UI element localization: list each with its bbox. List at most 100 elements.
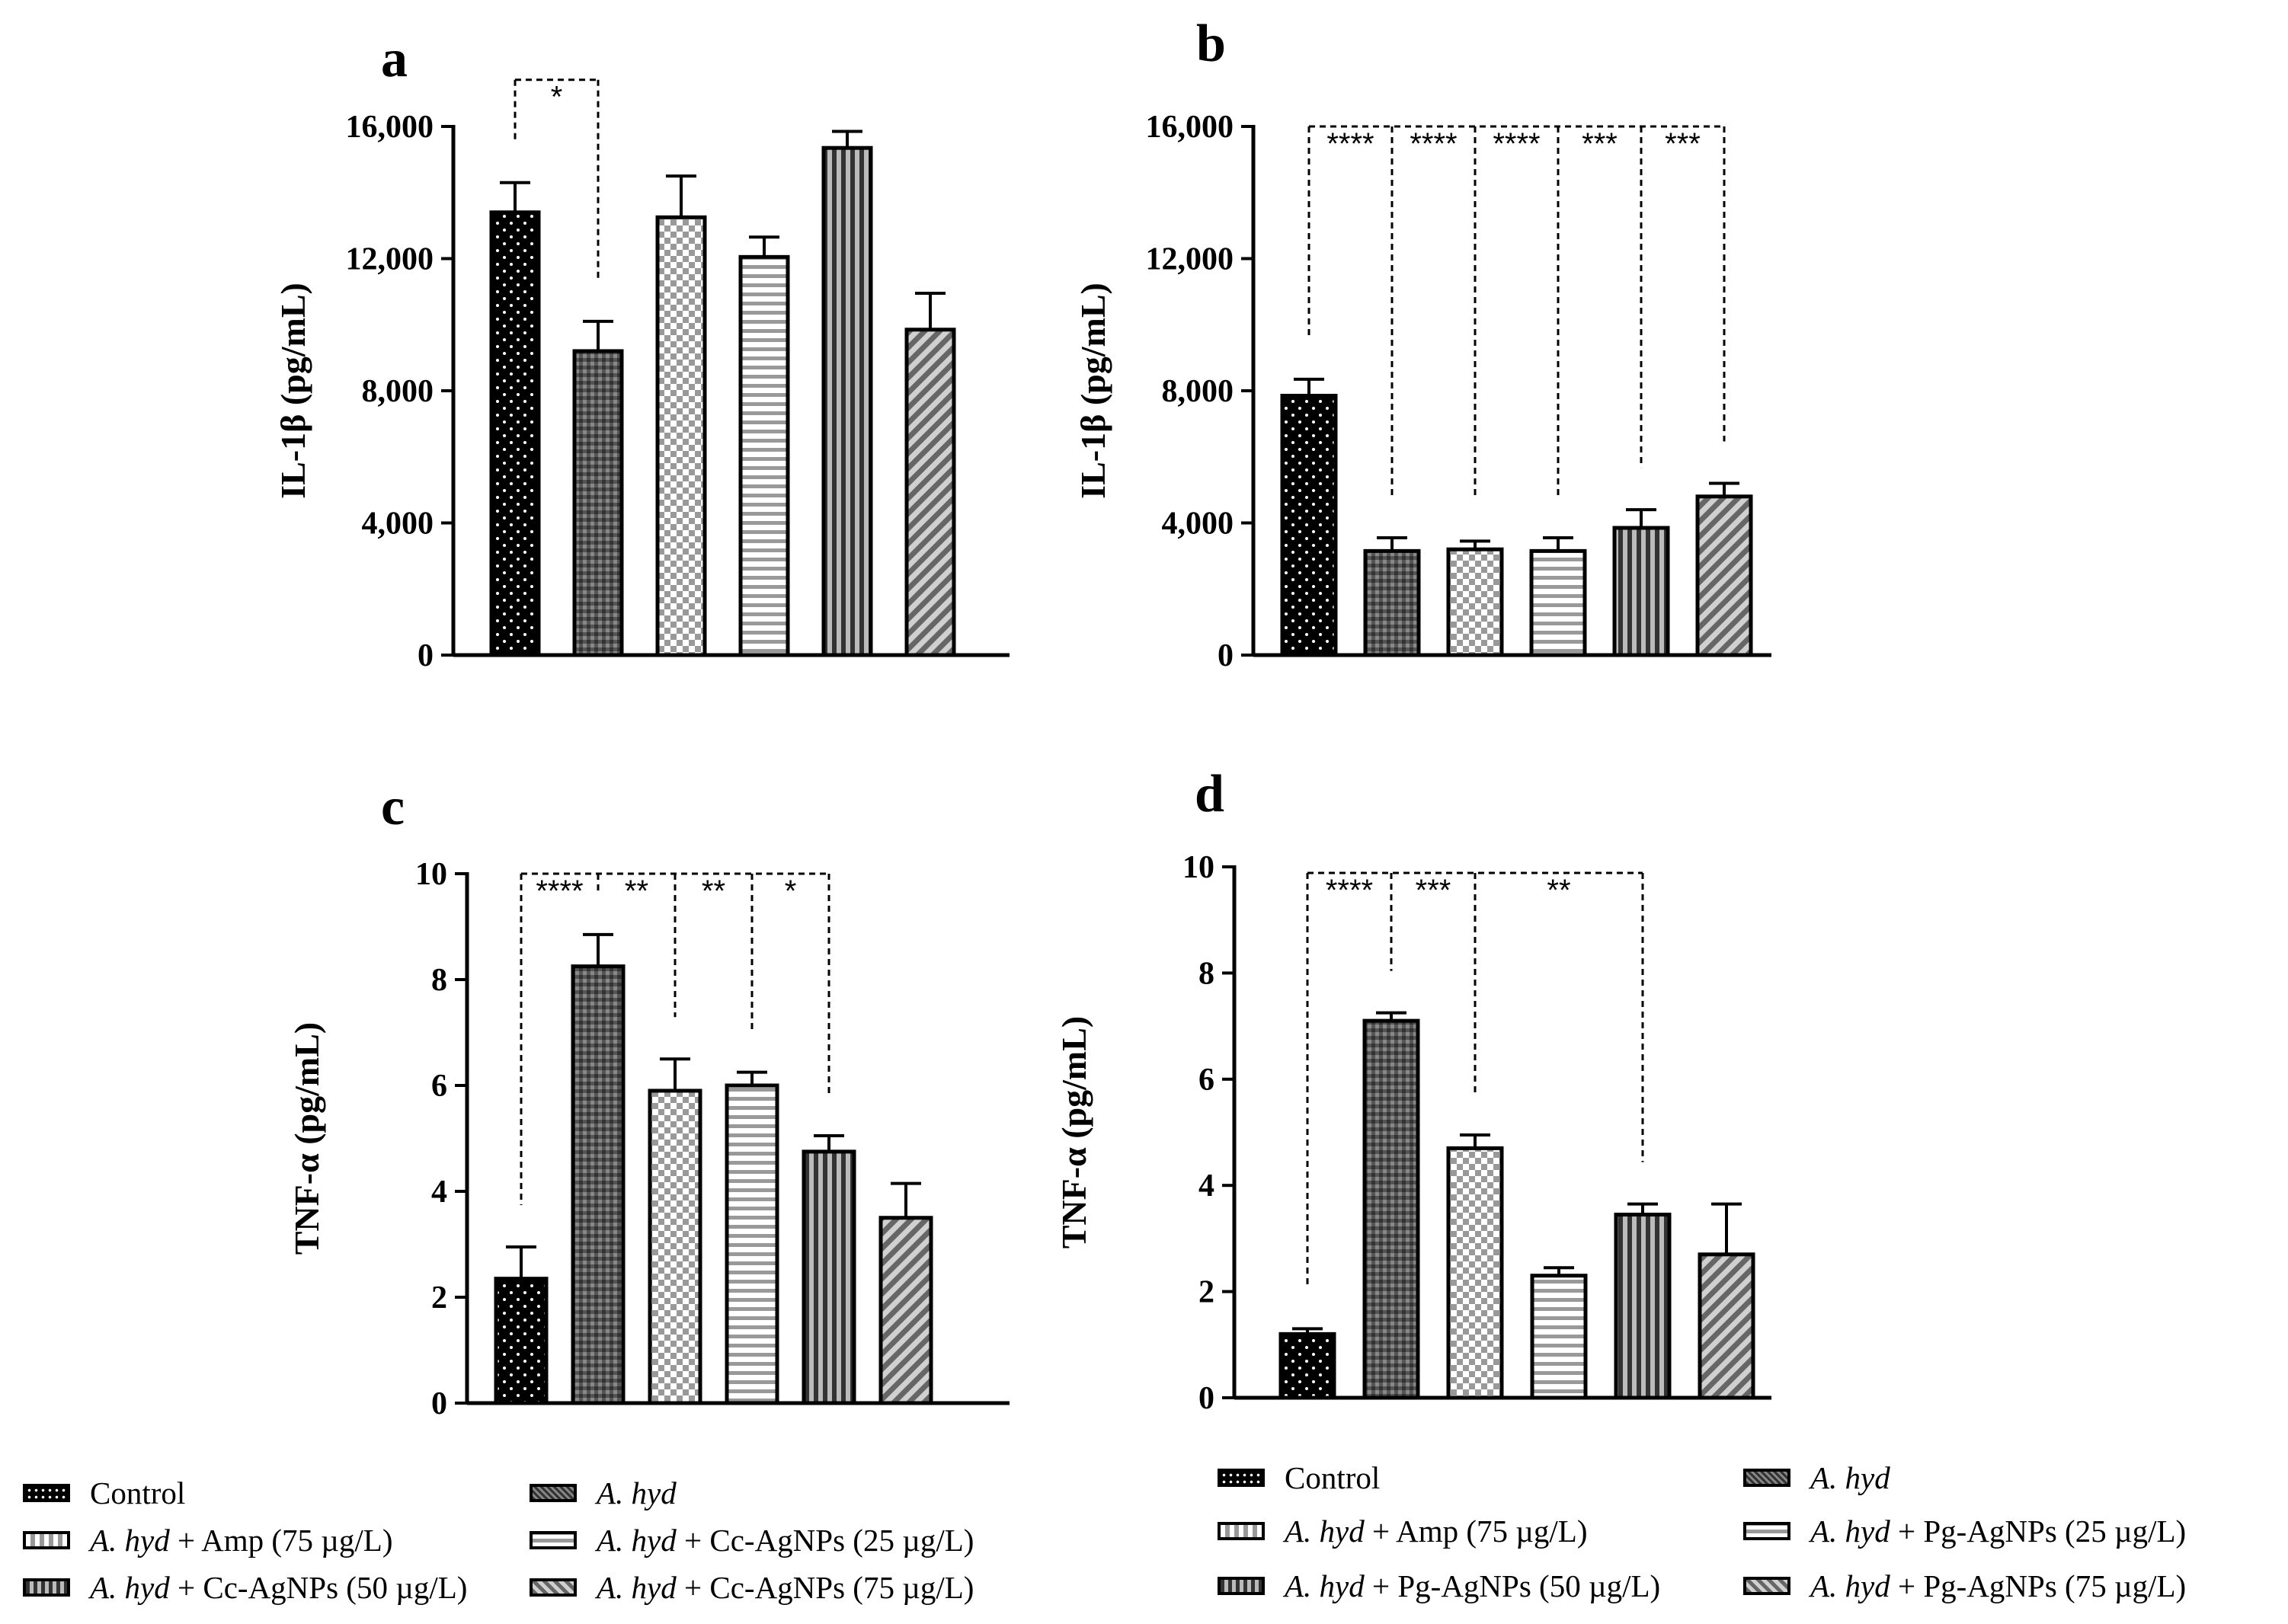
legend-item: A. hyd + Cc-AgNPs (25 µg/L): [530, 1521, 974, 1559]
bar: [494, 1277, 549, 1405]
legend-swatch: [1743, 1522, 1790, 1540]
chart-panel-b: b 0 4,000 8,000 12,000 16,000 IL-1β (pg/mL) ***…: [1074, 14, 1771, 673]
legend-item: A. hyd + Pg-AgNPs (75 µg/L): [1743, 1567, 2186, 1605]
chart-panels: a 0 4,000 8,000 12,000 16,000 IL-1β (pg/mL) * b 0…: [274, 14, 1771, 1421]
bar: [1612, 526, 1670, 657]
bar: [1530, 1274, 1588, 1400]
legend-swatch: [23, 1484, 70, 1502]
legend-label: A. hyd + Amp (75 µg/L): [90, 1523, 393, 1558]
legend-item: A. hyd + Pg-AgNPs (25 µg/L): [1743, 1512, 2186, 1550]
bar: [1529, 548, 1587, 657]
y-axis-label: TNF-α (pg/mL): [1054, 1016, 1093, 1249]
y-tick-label: 2: [431, 1280, 447, 1316]
panel-label: c: [381, 778, 405, 836]
y-axis-label: IL-1β (pg/mL): [274, 283, 312, 499]
legend-label: A. hyd: [1810, 1460, 1890, 1495]
bar: [489, 210, 541, 657]
legend-swatch: [530, 1484, 577, 1502]
bar: [655, 215, 707, 657]
significance-label: ***: [1582, 127, 1618, 161]
y-tick-label: 10: [415, 857, 447, 892]
significance-label: ****: [1493, 127, 1540, 161]
legend-item: A. hyd: [1743, 1459, 1890, 1497]
y-tick-label: 12,000: [1146, 242, 1234, 277]
legend-item: A. hyd + Amp (75 µg/L): [23, 1521, 392, 1559]
legend-swatch: [1743, 1469, 1790, 1487]
y-tick-label: 0: [418, 638, 434, 673]
y-tick-label: 8,000: [1162, 374, 1234, 409]
legend-label: A. hyd + Amp (75 µg/L): [1285, 1514, 1588, 1549]
legend-label: A. hyd + Cc-AgNPs (25 µg/L): [597, 1523, 974, 1558]
legend-label: A. hyd + Pg-AgNPs (50 µg/L): [1285, 1568, 1661, 1603]
legend-label: Control: [1285, 1460, 1381, 1495]
significance-label: ***: [1416, 874, 1451, 907]
y-tick-label: 0: [1198, 1381, 1214, 1416]
bar: [648, 1089, 702, 1405]
chart-panel-a: a 0 4,000 8,000 12,000 16,000 IL-1β (pg/mL) *: [274, 30, 1010, 673]
legend-label: A. hyd + Cc-AgNPs (50 µg/L): [90, 1570, 468, 1605]
bar: [1695, 494, 1753, 657]
y-tick-label: 4,000: [1162, 507, 1234, 542]
bar: [1363, 548, 1421, 657]
y-tick-label: 4,000: [362, 507, 434, 542]
y-tick-label: 4: [431, 1175, 447, 1210]
legend-item: Control: [23, 1474, 185, 1512]
bar: [821, 145, 873, 657]
significance-label: ****: [1326, 127, 1374, 161]
panel-label: a: [381, 30, 408, 88]
significance-label: ****: [1410, 127, 1457, 161]
bar: [878, 1216, 933, 1405]
significance-label: **: [702, 874, 725, 908]
bar: [1614, 1213, 1672, 1400]
legend-swatch: [530, 1578, 577, 1597]
bar: [738, 254, 790, 657]
legend-swatch: [23, 1531, 70, 1549]
legend-label: A. hyd + Pg-AgNPs (25 µg/L): [1810, 1514, 2187, 1549]
legend-item: Control: [1218, 1459, 1380, 1497]
significance-label: **: [625, 874, 648, 908]
y-tick-label: 12,000: [346, 242, 434, 277]
y-tick-label: 4: [1198, 1168, 1214, 1204]
significance-label: ****: [536, 874, 583, 908]
legend-item: A. hyd + Pg-AgNPs (50 µg/L): [1218, 1567, 1660, 1605]
bar: [572, 349, 624, 657]
bar: [1446, 547, 1504, 657]
y-axis-label: IL-1β (pg/mL): [1074, 283, 1112, 499]
bar: [802, 1149, 856, 1405]
legend-swatch: [1743, 1577, 1790, 1595]
bar: [571, 964, 626, 1405]
legend-item: A. hyd + Cc-AgNPs (50 µg/L): [23, 1568, 467, 1606]
legend-left: Control A. hyd A. hyd + Amp (75 µg/L) A.…: [23, 1474, 1090, 1619]
bar: [1278, 1331, 1336, 1400]
legend-swatch: [1218, 1469, 1265, 1487]
y-tick-label: 8: [431, 963, 447, 998]
legend-item: A. hyd + Cc-AgNPs (75 µg/L): [530, 1568, 974, 1606]
y-tick-label: 6: [431, 1069, 447, 1104]
y-tick-label: 16,000: [346, 110, 434, 145]
legend-item: A. hyd: [530, 1474, 677, 1512]
significance-label: ****: [1326, 874, 1373, 907]
bar: [725, 1083, 779, 1405]
legend-swatch: [1218, 1522, 1265, 1540]
bar: [1446, 1146, 1504, 1400]
significance-label: *: [551, 81, 563, 114]
y-tick-label: 6: [1198, 1063, 1214, 1098]
legend-label: Control: [90, 1475, 186, 1511]
y-tick-label: 0: [431, 1386, 447, 1421]
significance-label: ***: [1665, 127, 1701, 161]
y-tick-label: 16,000: [1146, 110, 1234, 145]
significance-label: *: [785, 874, 797, 908]
y-tick-label: 10: [1182, 850, 1214, 885]
y-tick-label: 8: [1198, 956, 1214, 991]
legend-item: A. hyd + Amp (75 µg/L): [1218, 1512, 1587, 1550]
panel-label: d: [1195, 765, 1224, 823]
legend-swatch: [1218, 1577, 1265, 1595]
legend-label: A. hyd + Pg-AgNPs (75 µg/L): [1810, 1568, 2187, 1603]
y-tick-label: 8,000: [362, 374, 434, 409]
bar: [904, 328, 956, 657]
bar: [1280, 394, 1338, 657]
legend-label: A. hyd: [597, 1475, 677, 1511]
